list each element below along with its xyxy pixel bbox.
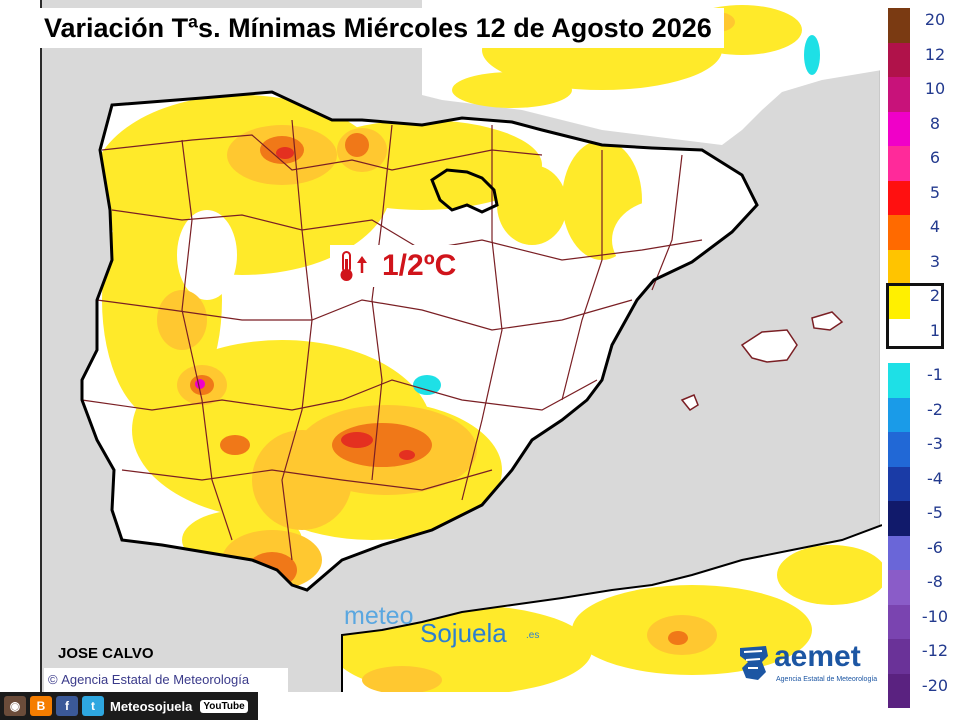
copyright-text: Agencia Estatal de Meteorología [61,672,250,687]
balearic-islands [680,311,844,411]
legend-swatch-negative-4 [888,501,910,536]
aemet-name: aemet [774,640,861,673]
aemet-logo-icon [740,646,768,680]
legend-label-negative-2: -3 [927,434,943,453]
legend-label-negative-9: -20 [921,675,949,695]
blogger-icon[interactable]: B [30,696,52,716]
legend-highlight-box [886,283,944,349]
legend-swatch-positive-6 [888,215,910,250]
legend-swatch-positive-9 [888,318,910,353]
aemet-subtitle: Agencia Estatal de Meteorología [776,676,878,683]
legend-label-negative-0: -1 [927,365,943,384]
annotation-value: 1/2ºC [382,249,457,282]
facebook-icon[interactable]: f [56,696,78,716]
legend-label-positive-2: 10 [924,79,946,98]
social-bar: ◉ B f t Meteosojuela YouTube [0,692,258,720]
legend-swatch-positive-1 [888,42,910,77]
legend-label-negative-5: -6 [927,537,943,557]
copyright-note: © Agencia Estatal de Meteorología [44,668,288,692]
legend-label-negative-1: -2 [927,399,943,419]
author-credit: JOSE CALVO [58,645,154,662]
legend-label-positive-9: 1 [929,320,941,340]
aemet-logo: aemet Agencia Estatal de Meteorología [736,640,878,688]
legend-swatch-negative-5 [888,535,910,570]
instagram-icon[interactable]: ◉ [4,696,26,716]
legend-label-negative-3: -4 [927,468,943,488]
la-rioja-outline [430,168,499,214]
temperature-annotation: 1/2ºC [330,245,467,287]
legend-label-negative-4: -5 [927,503,943,522]
legend-swatch-negative-9 [888,673,910,708]
thermometer-up-icon [340,251,367,281]
legend-swatch-positive-0 [888,8,910,43]
legend-label-positive-0: 20 [924,10,946,29]
legend-swatch-positive-3 [888,111,910,146]
iberia-coastline [80,90,759,592]
legend-swatch-positive-7 [888,249,910,284]
legend-label-positive-7: 3 [929,251,941,271]
brand-sojuela: Sojuela [420,618,507,648]
legend-swatch-positive-2 [888,77,910,112]
legend-swatch-negative-1 [888,397,910,432]
legend-swatch-negative-3 [888,466,910,501]
legend: 20 12 10 8 6 5 4 3 2 1 -1 -2 -3 -4 -5 -6 -8 -10 -12 -20 [888,8,948,708]
africa-coastline [341,524,882,692]
legend-label-negative-8: -12 [921,641,949,660]
brand-es: .es [526,630,540,641]
copyright-icon: © [48,672,62,687]
legend-swatch-negative-2 [888,432,910,467]
legend-label-negative-6: -8 [927,572,943,591]
province-borders [81,119,703,561]
map-frame [40,0,882,692]
legend-label-positive-1: 12 [924,44,946,64]
legend-swatch-negative-0 [888,363,910,398]
legend-swatch-negative-8 [888,639,910,674]
legend-label-positive-5: 5 [929,182,941,202]
legend-swatch-negative-6 [888,570,910,605]
map-title: Variación Tªs. Mínimas Miércoles 12 de A… [36,8,724,48]
legend-label-positive-4: 6 [929,148,941,167]
legend-label-positive-3: 8 [929,113,941,133]
twitter-icon[interactable]: t [82,696,104,716]
legend-label-negative-7: -10 [921,606,949,626]
iberia-land [82,92,757,590]
legend-label-positive-6: 4 [929,217,941,236]
legend-label-positive-8: 2 [929,286,941,305]
temperature-map [80,0,882,692]
legend-swatch-positive-8 [888,284,910,319]
brand-meteo: meteo [344,602,414,630]
social-handle[interactable]: Meteosojuela [110,698,193,714]
legend-swatch-positive-4 [888,146,910,181]
legend-swatch-negative-7 [888,604,910,639]
youtube-link[interactable]: YouTube [200,699,248,713]
meteosojuela-brand: meteo Sojuela .es [344,600,554,648]
legend-swatch-positive-5 [888,180,910,215]
